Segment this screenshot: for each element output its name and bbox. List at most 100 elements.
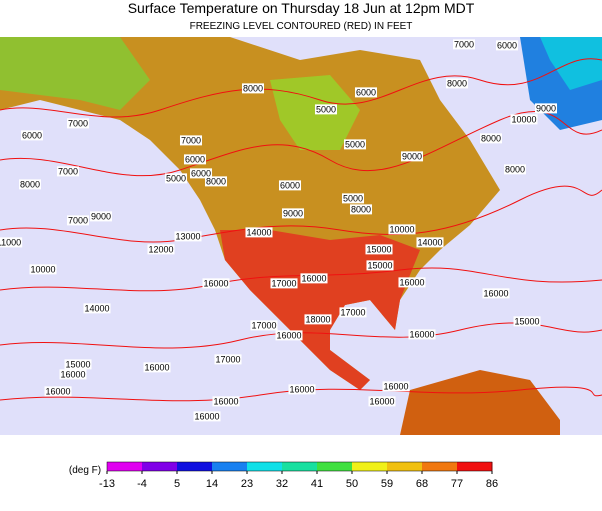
colorbar-tick-label: 41 (311, 478, 323, 490)
contour-label-box (479, 133, 503, 144)
contour-label-box (339, 307, 367, 318)
contour-label-box (250, 320, 278, 331)
contour-label-box (382, 381, 410, 392)
contour-label-box (270, 278, 298, 289)
contour-label: 16000 (276, 330, 301, 340)
contour-label-box (300, 273, 328, 284)
colorbar-frame (106, 461, 493, 472)
contour-label-box (482, 288, 510, 299)
contour-label: 17000 (340, 307, 365, 317)
contour-label: 16000 (409, 329, 434, 339)
contour-label: 8000 (481, 133, 501, 143)
contour-label-box (398, 277, 426, 288)
contour-label: 6000 (22, 130, 42, 140)
contour-label-box (29, 264, 57, 275)
contour-label: 17000 (251, 320, 276, 330)
contour-label-box (241, 83, 265, 94)
contour-label-box (366, 260, 394, 271)
colorbar-segment (422, 462, 458, 471)
contour-line (0, 386, 602, 402)
contour-label-box (288, 384, 316, 395)
contour-label: 7000 (58, 166, 78, 176)
contour-label-box (354, 87, 378, 98)
contour-label-box (189, 168, 213, 179)
contour-label: 10000 (511, 114, 536, 124)
contour-label-box (174, 231, 202, 242)
contour-label: 16000 (369, 396, 394, 406)
contour-label: 16000 (194, 411, 219, 421)
colorbar-tick-label: 68 (416, 478, 428, 490)
colorbar-tick-label: 86 (486, 478, 498, 490)
contour-label: 5000 (316, 104, 336, 114)
contour-label-box (349, 204, 373, 215)
colorbar-segment (282, 462, 318, 471)
colorbar-tick-label: -13 (99, 478, 115, 490)
contour-label: 7000 (181, 135, 201, 145)
contour-label-box (503, 164, 527, 175)
south-america (400, 370, 560, 435)
contour-line (0, 58, 602, 118)
contour-label-box (495, 40, 519, 51)
subtitle: FREEZING LEVEL CONTOURED (RED) IN FEET (190, 21, 413, 32)
contour-label-box (202, 278, 230, 289)
contour-label-box (513, 316, 541, 327)
contour-label: 9000 (283, 208, 303, 218)
colorbar-segment (387, 462, 423, 471)
colorbar-tick-label: -4 (137, 478, 147, 490)
colorbar: -13 -4 5 14 23 32 41 50 59 68 77 86 (99, 461, 498, 490)
colorbar-segment (457, 462, 493, 471)
alaska-cool (0, 37, 150, 110)
contour-label-box (147, 244, 175, 255)
colorbar-tick-label: 23 (241, 478, 253, 490)
contour-label: 5000 (166, 173, 186, 183)
contour-label: 6000 (280, 180, 300, 190)
contour-label: 6000 (497, 40, 517, 50)
greenland-inner (540, 37, 602, 90)
contour-label-box (388, 224, 416, 235)
colorbar-segment (317, 462, 353, 471)
contour-label: 14000 (246, 227, 271, 237)
contour-label-box (214, 354, 242, 365)
contour-label: 16000 (483, 288, 508, 298)
contour-label: 8000 (20, 179, 40, 189)
colorbar-segment (177, 462, 213, 471)
contour-label: 15000 (366, 244, 391, 254)
contour-label: 14000 (84, 303, 109, 313)
contour-label-box (278, 180, 302, 191)
contour-label: 8000 (243, 83, 263, 93)
contour-label-box (416, 237, 444, 248)
contour-label: 11000 (0, 237, 21, 247)
contour-label-box (304, 314, 332, 325)
contour-label: 10000 (30, 264, 55, 274)
colorbar-tick-label: 50 (346, 478, 358, 490)
colorbar-segment (352, 462, 388, 471)
colorbar-tick-label: 14 (206, 478, 218, 490)
contour-label-box (314, 104, 338, 115)
colorbar-tick-label: 5 (174, 478, 180, 490)
contour-label-box (89, 211, 113, 222)
colorbar-segment (247, 462, 283, 471)
contour-label: 12000 (148, 244, 173, 254)
contour-label-box (245, 227, 273, 238)
contour-label-box (59, 369, 87, 380)
contour-label-box (183, 154, 207, 165)
contour-label: 7000 (68, 118, 88, 128)
contour-label: 16000 (45, 386, 70, 396)
colorbar-unit: (deg F) (69, 465, 101, 476)
contour-label: 8000 (351, 204, 371, 214)
contour-label-box (445, 78, 469, 89)
contour-label-box (56, 166, 80, 177)
contour-label-box (204, 176, 228, 187)
contour-label: 8000 (206, 176, 226, 186)
contour-label-box (164, 173, 188, 184)
contour-label: 9000 (402, 151, 422, 161)
contour-label: 14000 (417, 237, 442, 247)
contour-label-box (275, 330, 303, 341)
contour-label-box (212, 396, 240, 407)
contour-label: 16000 (399, 277, 424, 287)
contour-label: 15000 (65, 359, 90, 369)
contour-label-box (343, 139, 367, 150)
contour-label-box (365, 244, 393, 255)
contour-label: 8000 (447, 78, 467, 88)
